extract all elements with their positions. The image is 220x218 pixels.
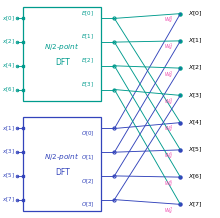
Text: $X[5]$: $X[5]$ [188, 146, 203, 154]
Text: $O[3]$: $O[3]$ [81, 201, 95, 209]
Text: $X[6]$: $X[6]$ [188, 173, 203, 181]
Text: $N/2$-point: $N/2$-point [44, 151, 80, 162]
Text: $X[2]$: $X[2]$ [188, 64, 203, 72]
Text: $O[2]$: $O[2]$ [81, 177, 95, 186]
Text: $W_N^7$: $W_N^7$ [164, 205, 173, 216]
Text: $x[6]$: $x[6]$ [2, 85, 15, 94]
Text: $E[0]$: $E[0]$ [81, 9, 94, 18]
Text: DFT: DFT [55, 58, 70, 67]
Text: $x[0]$: $x[0]$ [2, 14, 15, 23]
Text: $X[1]$: $X[1]$ [188, 37, 203, 45]
Text: $x[5]$: $x[5]$ [2, 172, 15, 180]
Text: $O[0]$: $O[0]$ [81, 130, 95, 138]
Bar [23, 117, 101, 211]
Text: $W_N^4$: $W_N^4$ [164, 123, 173, 134]
Text: DFT: DFT [55, 168, 70, 177]
Text: $x[4]$: $x[4]$ [2, 62, 15, 70]
Text: $W_N^2$: $W_N^2$ [164, 69, 173, 80]
Text: $X[7]$: $X[7]$ [188, 200, 203, 209]
Text: $x[3]$: $x[3]$ [2, 148, 15, 156]
Text: $E[3]$: $E[3]$ [81, 80, 94, 89]
Text: $E[2]$: $E[2]$ [81, 57, 94, 65]
Text: $N/2$-point: $N/2$-point [44, 41, 80, 52]
Text: $W_N^6$: $W_N^6$ [164, 178, 173, 189]
Text: $W_N^1$: $W_N^1$ [164, 42, 173, 52]
Text: $W_N^0$: $W_N^0$ [164, 14, 173, 25]
Text: $X[4]$: $X[4]$ [188, 118, 203, 127]
Text: $x[2]$: $x[2]$ [2, 38, 15, 46]
Text: $W_N^5$: $W_N^5$ [164, 151, 173, 161]
Text: $W_N^3$: $W_N^3$ [164, 96, 173, 107]
Text: $x[1]$: $x[1]$ [2, 124, 15, 133]
Text: $O[1]$: $O[1]$ [81, 153, 95, 162]
Bar [23, 7, 101, 101]
Text: $X[0]$: $X[0]$ [188, 9, 203, 18]
Text: $X[3]$: $X[3]$ [188, 91, 203, 100]
Text: $x[7]$: $x[7]$ [2, 195, 15, 204]
Text: $E[1]$: $E[1]$ [81, 33, 94, 41]
